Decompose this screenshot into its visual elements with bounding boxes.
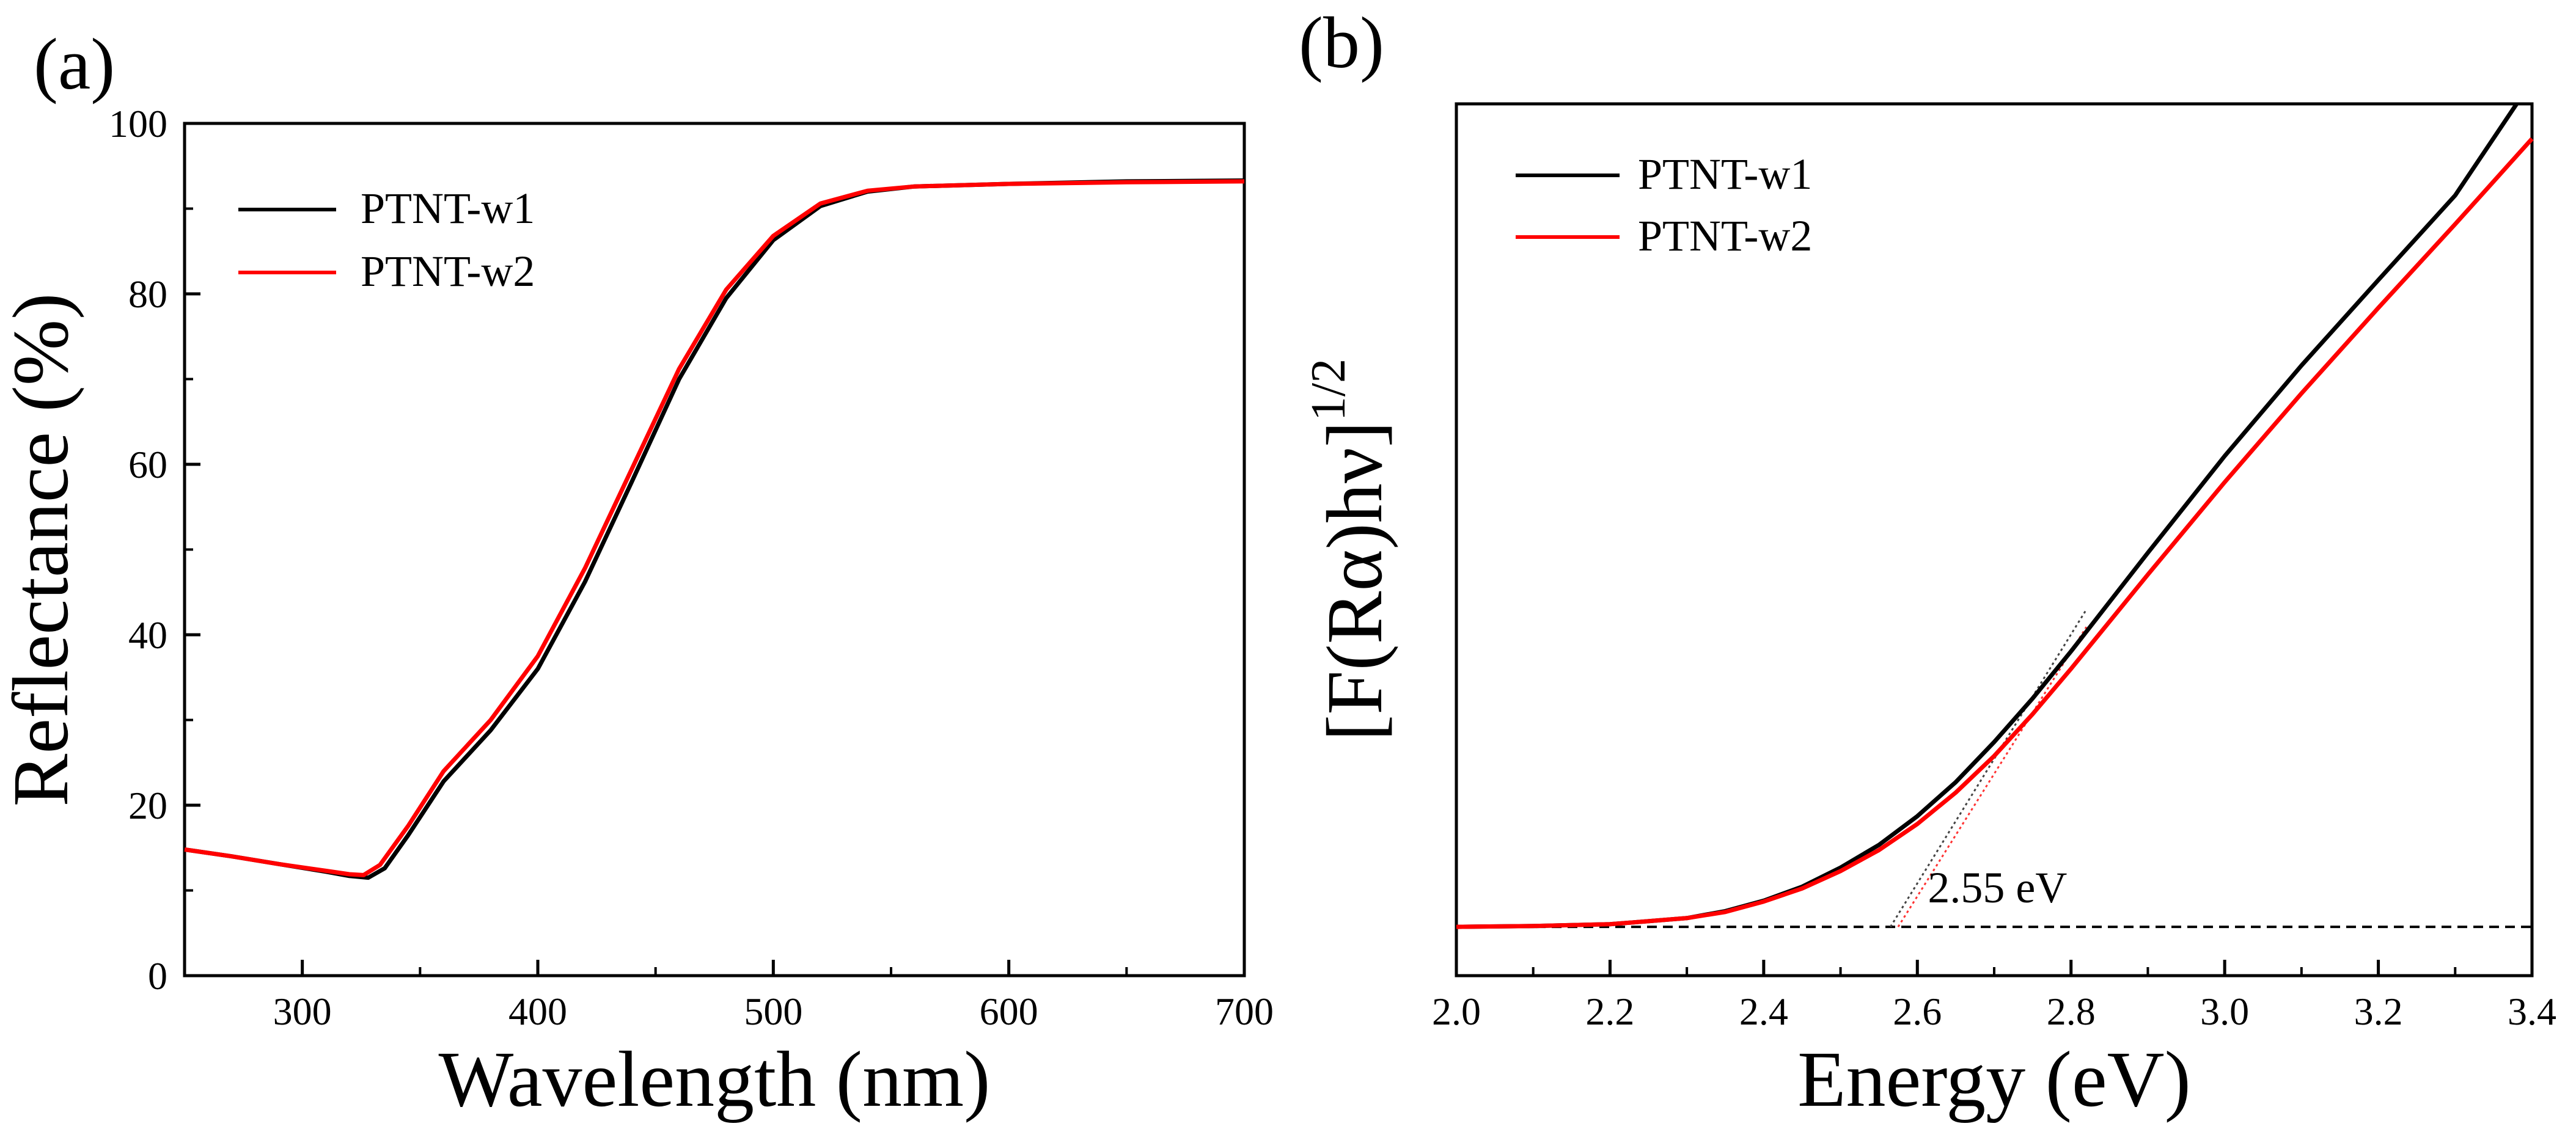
panel-b-x-tick-label: 3.0 [2200, 990, 2249, 1033]
panel-a-series-line-ptnt-w2 [184, 179, 1245, 877]
panel-a-legend: PTNT-w1 PTNT-w2 [238, 184, 535, 296]
panel-b-series [1456, 103, 2534, 929]
panel-b-series-line-ptnt-w2 [1456, 137, 2534, 929]
panel-a-series-line-ptnt-w1 [184, 178, 1245, 880]
panel-b-x-tick-label: 3.2 [2354, 990, 2403, 1033]
panel-b-series-line-ptnt-w1 [1456, 103, 2519, 929]
panel-b-legend: PTNT-w1 PTNT-w2 [1516, 150, 1812, 260]
panel-b-plot-frame [1455, 102, 2534, 977]
panel-a-label: (a) [34, 23, 115, 104]
panel-a-x-tick-label: 500 [744, 990, 802, 1033]
panel-a-y-tick-label: 20 [128, 784, 167, 827]
panel-b-chart: (b) 2.0 2.2 2.4 2.6 2.8 3.0 3.2 3.4 2.55 eV PTN… [1299, 2, 2556, 1124]
legend-label-ptnt-w2: PTNT-w2 [361, 247, 535, 296]
panel-b-x-tick-label: 2.8 [2047, 990, 2096, 1033]
panel-a-x-tick-label: 400 [508, 990, 567, 1033]
bandgap-annotation: 2.55 eV [1928, 863, 2067, 912]
panel-b-y-axis-label-group: [F(Rα)hν]1/2 [1302, 359, 1399, 741]
panel-b-x-tick-label: 2.0 [1432, 990, 1481, 1033]
panel-a-x-tick-label: 300 [273, 990, 332, 1033]
panel-a-y-tick-label: 60 [128, 443, 167, 486]
panel-b-x-axis-label: Energy (eV) [1797, 1036, 2191, 1124]
panel-b-ticks: 2.0 2.2 2.4 2.6 2.8 3.0 3.2 3.4 [1432, 960, 2556, 1033]
panel-a-y-tick-label: 0 [148, 954, 167, 998]
panel-a-series [184, 178, 1245, 880]
legend-label-ptnt-w2: PTNT-w2 [1638, 211, 1812, 260]
panel-a-y-tick-label: 80 [128, 272, 167, 316]
panel-a-x-tick-label: 600 [980, 990, 1038, 1033]
panel-b-y-axis-label-superscript: 1/2 [1302, 359, 1356, 421]
panel-a-y-tick-label: 100 [109, 102, 167, 145]
panel-b-x-tick-label: 2.2 [1585, 990, 1634, 1033]
panel-a-y-axis-label: Reflectance (%) [0, 293, 85, 807]
panel-a-plot-frame [183, 122, 1246, 977]
panel-b-y-axis-label-main: [F(Rα)hν] [1311, 421, 1399, 741]
panel-b-x-tick-label: 2.6 [1893, 990, 1942, 1033]
panel-a-chart: (a) 300 400 500 600 700 0 20 40 60 80 100 PTNT-w1 … [0, 23, 1274, 1124]
panel-b-tangent-ptnt-w1 [1890, 608, 2088, 927]
panel-b-x-tick-label: 2.4 [1739, 990, 1788, 1033]
panel-b-x-tick-label: 3.4 [2508, 990, 2556, 1033]
panel-a-x-axis-label: Wavelength (nm) [439, 1036, 991, 1124]
panel-a-ticks: 300 400 500 600 700 0 20 40 60 80 100 [109, 102, 1274, 1033]
panel-b-y-axis-label: [F(Rα)hν]1/2 [1302, 359, 1399, 741]
panel-b-tangent-ptnt-w2 [1897, 626, 2088, 927]
legend-label-ptnt-w1: PTNT-w1 [1638, 150, 1812, 199]
panel-a-x-tick-label: 700 [1215, 990, 1274, 1033]
panel-a-y-tick-label: 40 [128, 613, 167, 657]
legend-label-ptnt-w1: PTNT-w1 [361, 184, 535, 233]
panel-b-label: (b) [1299, 2, 1384, 83]
